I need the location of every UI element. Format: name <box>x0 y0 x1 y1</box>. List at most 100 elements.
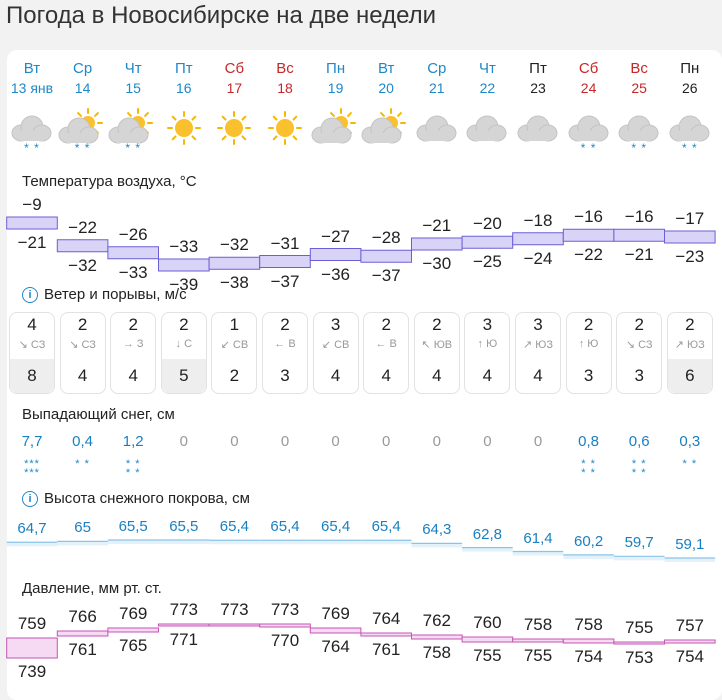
cloud-icon <box>462 108 512 158</box>
snowflakes-icon: *** *** <box>24 458 40 479</box>
day-date: 23 <box>530 80 546 96</box>
pressure-min: 753 <box>625 648 654 667</box>
page-title: Погода в Новосибирске на две недели <box>6 2 437 29</box>
day-weekday: Вс <box>276 60 294 77</box>
wind-gust: 6 <box>667 359 712 393</box>
snowfall-value: 0 <box>280 433 290 450</box>
wind-direction: ↘ СЗ <box>18 339 46 351</box>
wind-cell: 3 ↙ СВ 4 <box>312 312 359 394</box>
snowflakes-icon: * * <box>631 141 648 155</box>
wind-speed: 2 <box>128 315 138 334</box>
pressure-max: 758 <box>523 615 553 634</box>
snow-depth-label: i Высота снежного покрова, см <box>22 490 250 507</box>
temp-min: −37 <box>371 266 401 286</box>
snowflakes-icon: * * <box>681 141 698 155</box>
wind-speed: 3 <box>330 315 341 334</box>
temp-max: −17 <box>675 209 705 228</box>
day-weekday: Ср <box>73 60 93 77</box>
info-icon[interactable]: i <box>22 491 38 507</box>
pressure-max: 769 <box>321 604 350 623</box>
sun-icon <box>159 108 209 158</box>
wind-speed: 2 <box>432 315 442 334</box>
wind-cell: 3 ↗ ЮЗ 4 <box>515 312 561 394</box>
day-weekday: Пт <box>529 60 547 77</box>
day-date: 14 <box>74 80 91 96</box>
wind-gust: 4 <box>533 366 543 385</box>
snow-depth-value: 65,4 <box>219 518 249 536</box>
temp-min: −36 <box>321 264 351 284</box>
day-weekday: Чт <box>478 60 496 77</box>
temp-max: −26 <box>118 224 148 244</box>
wind-gust: 2 <box>229 366 240 385</box>
wind-direction: ↘ СЗ <box>625 339 653 351</box>
temp-min: −21 <box>624 245 654 265</box>
wind-speed: 2 <box>381 315 391 334</box>
pressure-label: Давление, мм рт. ст. <box>22 580 162 597</box>
snow-depth-value: 64,3 <box>422 521 452 539</box>
day-weekday: Пт <box>174 60 193 77</box>
pressure-max: 764 <box>372 609 401 628</box>
day-date: 25 <box>631 80 647 96</box>
pressure-min: 755 <box>473 646 502 665</box>
wind-gust: 4 <box>330 366 341 385</box>
snowflakes-icon: * * <box>682 458 698 470</box>
day-weekday: Вт <box>23 60 41 77</box>
wind-speed: 2 <box>685 315 695 334</box>
snowfall-value: 0 <box>382 433 391 450</box>
wind-cell: 2 ↓ С 5 <box>160 312 207 394</box>
pressure-max: 755 <box>625 618 654 637</box>
snow-depth-value: 65,4 <box>320 518 351 536</box>
wind-cell: 2 ↑ Ю 3 <box>565 312 612 394</box>
wind-cell: 2 → З 4 <box>110 312 157 394</box>
info-icon[interactable]: i <box>22 287 38 303</box>
day-date: 20 <box>378 80 394 96</box>
temp-max: −31 <box>270 233 300 253</box>
day-date: 22 <box>479 80 496 96</box>
sun-icon <box>260 108 310 158</box>
wind-gust: 4 <box>128 366 138 385</box>
pressure-max: 758 <box>574 615 603 634</box>
temp-min: −25 <box>472 252 502 272</box>
snow-depth-value: 65,4 <box>371 518 401 536</box>
day-date: 24 <box>580 80 597 96</box>
cloud-icon <box>513 108 563 158</box>
snowfall-value: 0,3 <box>679 433 701 450</box>
wind-direction: ↖ ЮВ <box>421 339 453 351</box>
pressure-min: 754 <box>574 647 603 666</box>
snowfall-value: 7,7 <box>21 433 43 450</box>
pressure-max: 773 <box>169 600 198 619</box>
temp-max: −9 <box>22 195 42 214</box>
wind-speed: 3 <box>533 315 543 334</box>
snowflakes-icon: * * * * <box>631 458 647 479</box>
snowflakes-icon: * * <box>74 141 91 155</box>
wind-direction: ↓ С <box>175 338 193 350</box>
pressure-max: 759 <box>17 614 47 633</box>
wind-direction: ↙ СВ <box>220 339 249 351</box>
snow-depth-value: 65,5 <box>118 518 148 535</box>
wind-speed: 2 <box>634 315 644 334</box>
cloud-snow-icon <box>564 108 614 158</box>
wind-speed: 2 <box>179 315 189 334</box>
snowflakes-icon: * * <box>125 141 142 155</box>
snow-depth-value: 61,4 <box>523 529 553 547</box>
wind-direction: → З <box>122 338 144 350</box>
snow-depth-value: 62,8 <box>472 525 502 543</box>
snowflakes-icon: * * * * <box>581 458 596 479</box>
pressure-min: 771 <box>169 630 198 649</box>
cloud-snow-icon <box>665 108 715 158</box>
temp-min: −37 <box>270 271 300 291</box>
snowfall-value: 0 <box>483 433 492 450</box>
wind-direction: ← В <box>274 338 296 350</box>
pressure-max: 762 <box>422 611 451 630</box>
wind-direction: ↗ ЮЗ <box>522 339 554 351</box>
pressure-max: 760 <box>473 613 502 632</box>
sun-icon <box>209 108 259 158</box>
wind-speed: 3 <box>482 315 493 334</box>
pressure-min: 739 <box>17 662 47 681</box>
wind-cell: 2 ↘ СЗ 3 <box>616 312 663 394</box>
snow-depth-value: 60,2 <box>573 532 604 550</box>
partly-cloudy-snow-icon <box>58 108 108 158</box>
pressure-min: 765 <box>119 636 148 655</box>
day-date: 21 <box>429 80 445 96</box>
wind-cell: 2 ↖ ЮВ 4 <box>413 312 460 394</box>
